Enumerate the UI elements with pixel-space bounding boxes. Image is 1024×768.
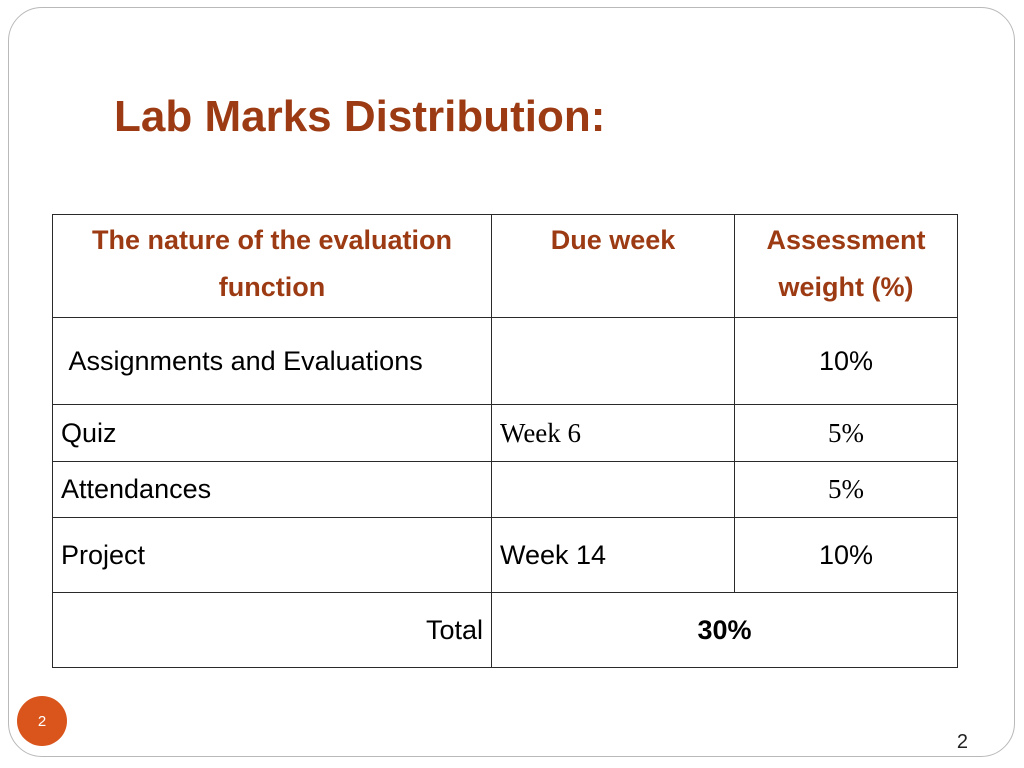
cell-due-week: Week 6	[491, 404, 735, 462]
header-nature: The nature of the evaluation function	[52, 214, 492, 318]
marks-distribution-table: The nature of the evaluation function Du…	[52, 214, 958, 668]
total-label: Total	[52, 592, 492, 668]
total-value: 30%	[491, 592, 958, 668]
cell-nature: Quiz	[52, 404, 492, 462]
page-number: 2	[956, 731, 968, 753]
slide-title: Lab Marks Distribution:	[114, 92, 606, 141]
cell-due-week	[491, 461, 735, 518]
cell-nature: Assignments and Evaluations	[52, 317, 492, 405]
cell-due-week	[491, 317, 735, 405]
slide-number-badge-text: 2	[37, 712, 47, 730]
table-row: Assignments and Evaluations 10%	[52, 317, 958, 405]
slide-number-badge: 2	[17, 696, 67, 746]
table-header-row: The nature of the evaluation function Du…	[52, 214, 958, 318]
cell-weight: 10%	[734, 517, 958, 593]
header-weight: Assessment weight (%)	[734, 214, 958, 318]
cell-nature: Attendances	[52, 461, 492, 518]
table-row: Quiz Week 6 5%	[52, 404, 958, 462]
header-due-week: Due week	[491, 214, 735, 318]
cell-due-week: Week 14	[491, 517, 735, 593]
cell-weight: 5%	[734, 461, 958, 518]
cell-weight: 10%	[734, 317, 958, 405]
table-total-row: Total 30%	[52, 592, 958, 668]
cell-weight: 5%	[734, 404, 958, 462]
cell-nature: Project	[52, 517, 492, 593]
table-row: Project Week 14 10%	[52, 517, 958, 593]
table-row: Attendances 5%	[52, 461, 958, 518]
